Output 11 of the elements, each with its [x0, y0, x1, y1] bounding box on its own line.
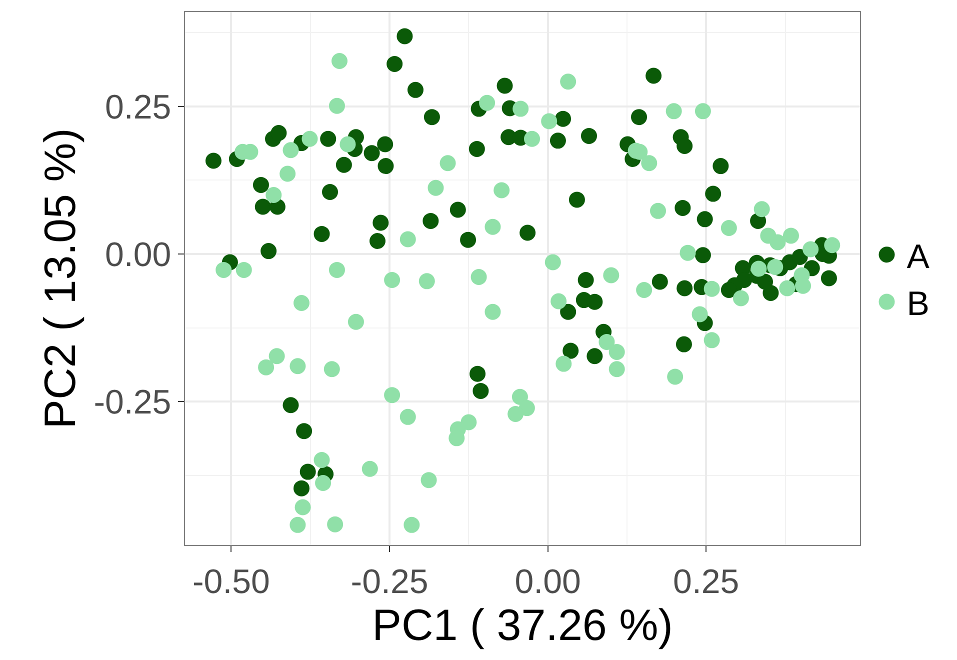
x-tick-label: 0.25	[673, 562, 740, 601]
x-axis-title: PC1 ( 37.26 %)	[372, 600, 673, 650]
y-tick-label: 0.00	[105, 236, 172, 274]
legend-label: A	[906, 238, 930, 276]
x-tick-label: -0.50	[192, 562, 270, 601]
y-axis-title: PC2 ( 13.05 %)	[36, 128, 85, 429]
y-tick-label: -0.25	[94, 383, 172, 422]
y-tick-label: 0.25	[105, 88, 172, 126]
x-tick-label: -0.25	[350, 562, 428, 601]
legend-label: B	[906, 285, 930, 324]
x-tick-label: 0.00	[514, 562, 581, 601]
